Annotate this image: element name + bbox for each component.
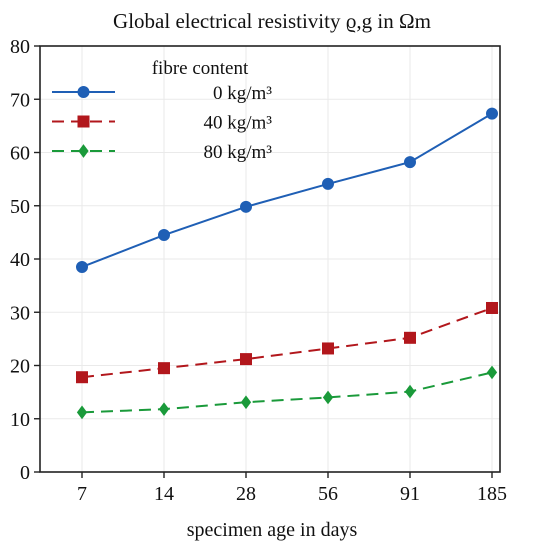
data-point	[404, 331, 416, 344]
series-layer	[76, 107, 498, 420]
legend-label: 40 kg/m³	[203, 113, 272, 134]
data-point	[404, 384, 416, 399]
data-point	[404, 156, 416, 169]
grid	[40, 46, 500, 472]
legend-title: fibre content	[152, 58, 249, 79]
data-point	[322, 177, 334, 190]
y-tick-label: 60	[10, 143, 30, 165]
data-point	[76, 260, 88, 273]
legend: fibre content 0 kg/m³ 40 kg/m³ 80 kg/m³	[52, 58, 272, 163]
data-point	[240, 395, 252, 410]
y-tick-label: 80	[10, 36, 30, 58]
y-tick-label: 20	[10, 356, 30, 378]
series-line	[81, 112, 493, 268]
legend-marker	[77, 86, 90, 98]
data-point	[240, 200, 252, 213]
data-point	[486, 301, 498, 314]
data-point	[158, 402, 170, 416]
x-tick-label: 28	[236, 483, 256, 505]
series-line	[81, 371, 493, 414]
y-tick-label: 0	[20, 462, 30, 484]
x-tick-label: 91	[400, 483, 420, 505]
legend-label: 80 kg/m³	[203, 142, 272, 163]
data-point	[486, 365, 498, 380]
data-point	[322, 342, 334, 355]
x-axis-label: specimen age in days	[187, 519, 358, 541]
chart-title: Global electrical resistivity ϱ,g in Ωm	[113, 9, 431, 33]
data-point	[486, 107, 498, 120]
legend-item-0: 0 kg/m³	[52, 83, 272, 104]
series-1	[76, 301, 498, 384]
y-tick-label: 70	[10, 89, 30, 111]
data-point	[76, 371, 88, 384]
data-point	[240, 353, 252, 366]
y-tick-label: 40	[10, 249, 30, 271]
data-point	[158, 229, 170, 242]
x-tick-label: 14	[154, 483, 174, 505]
x-tick-label: 56	[318, 483, 338, 505]
legend-item-2: 80 kg/m³	[52, 142, 272, 163]
y-tick-label: 30	[10, 302, 30, 324]
x-tick-label: 7	[77, 483, 87, 505]
legend-item-1: 40 kg/m³	[52, 113, 272, 134]
legend-label: 0 kg/m³	[213, 83, 272, 104]
data-point	[158, 362, 170, 375]
legend-marker	[78, 144, 89, 158]
data-point	[322, 390, 334, 405]
series-0	[76, 107, 498, 273]
x-tick-label: 185	[477, 483, 507, 505]
series-line	[81, 307, 493, 379]
axes: 0 10 20 30 40 50 60 70 80 7 14 28 56 91 185	[10, 36, 507, 505]
series-2	[76, 365, 498, 420]
data-point	[76, 405, 88, 420]
legend-marker	[77, 115, 90, 128]
y-tick-label: 50	[10, 196, 30, 218]
y-tick-label: 10	[10, 409, 30, 431]
